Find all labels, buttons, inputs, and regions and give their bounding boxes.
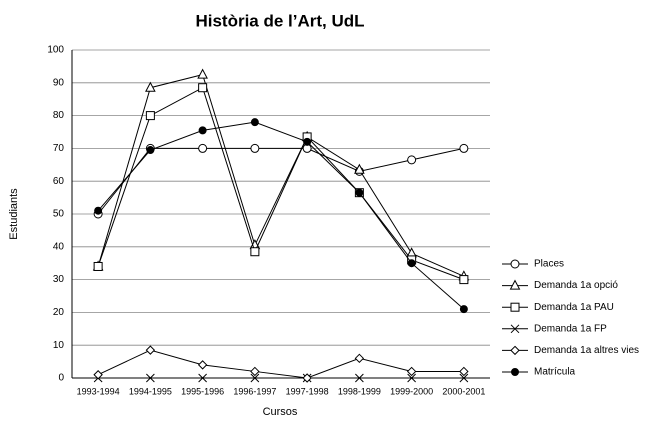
marker [198,83,208,93]
x-tick-label: 1995-1996 [181,386,224,396]
x-tick-label: 1994-1995 [129,386,172,396]
marker [459,305,468,314]
y-tick-label: 80 [53,110,65,121]
y-tick-label: 100 [47,45,64,56]
legend-marker [510,324,520,334]
series-line [97,147,464,215]
y-axis-label: Estudiants [8,188,20,240]
marker [354,163,365,174]
marker [250,247,260,257]
y-tick-label: 10 [53,340,65,351]
legend-marker [510,345,520,356]
series-line [97,86,465,281]
y-tick-label: 60 [53,176,65,187]
marker [354,353,365,364]
marker [94,206,103,215]
marker [459,143,469,153]
y-tick-label: 0 [58,373,64,384]
marker [250,366,260,377]
x-tick-label: 1997-1998 [286,386,329,396]
marker [146,373,155,383]
marker [407,259,416,268]
marker [302,373,312,383]
marker [93,370,103,380]
x-tick-label: 2000-2001 [442,386,485,396]
x-tick-label: 1998-1999 [338,386,381,396]
marker [459,366,469,377]
marker [459,275,469,285]
series-line [97,121,465,310]
legend-marker [511,368,519,376]
legend-marker [510,259,520,269]
legend-label: Demanda 1a PAU [534,302,614,313]
marker [355,373,364,383]
marker [250,373,260,383]
marker [197,68,208,79]
chart-title: Història de l’Art, UdL [195,11,364,30]
marker [407,155,417,165]
y-tick-label: 40 [53,241,65,252]
marker [145,81,156,92]
marker [355,188,364,197]
legend-label: Demanda 1a altres vies [534,345,639,356]
marker [250,118,259,127]
y-tick-label: 70 [53,143,65,154]
legend-marker [510,302,520,312]
y-tick-label: 30 [53,274,65,285]
marker [197,360,208,370]
legend-label: Demanda 1a FP [534,323,607,334]
marker [93,261,103,271]
y-tick-label: 50 [53,209,65,220]
marker [198,126,207,135]
marker [250,143,260,153]
marker [459,373,469,383]
marker [406,366,417,377]
marker [303,137,312,146]
y-tick-label: 20 [53,307,65,318]
x-axis-label: Cursos [263,406,298,418]
marker [145,111,155,121]
legend-label: Matrícula [534,367,576,378]
y-tick-label: 90 [53,77,65,88]
series-line [97,73,465,277]
x-tick-label: 1996-1997 [233,386,276,396]
legend-label: Demanda 1a opció [534,280,618,291]
marker [198,373,207,383]
marker [407,373,416,383]
legend-marker [509,279,521,290]
x-tick-label: 1999-2000 [390,386,433,396]
marker [145,345,156,355]
legend-label: Places [534,259,564,270]
series-line [97,349,464,379]
marker [146,146,155,155]
x-tick-label: 1993-1994 [77,386,120,396]
marker [198,143,208,153]
